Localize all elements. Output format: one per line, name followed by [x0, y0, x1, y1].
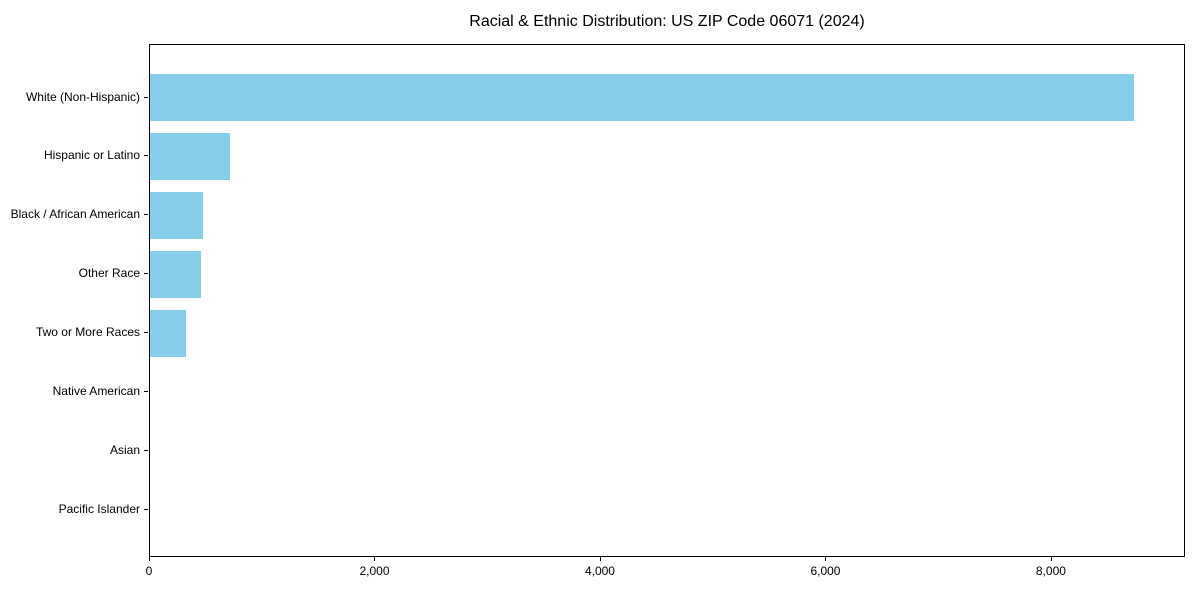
- chart-title: Racial & Ethnic Distribution: US ZIP Cod…: [469, 13, 865, 30]
- y-tick-mark: [144, 508, 148, 510]
- plot-area: [149, 44, 1185, 557]
- y-tick-label-hispanic-or-latino: Hispanic or Latino: [43, 148, 140, 163]
- bar-black-african-american: [150, 191, 203, 239]
- x-tick-mark: [149, 557, 150, 561]
- bar-hispanic-or-latino: [150, 132, 230, 180]
- y-tick-label-black-african-american: Black / African American: [10, 207, 140, 222]
- y-tick-mark: [144, 96, 148, 98]
- y-tick-label-asian: Asian: [109, 442, 140, 457]
- bar-two-or-more-races: [150, 309, 186, 357]
- y-tick-mark: [144, 332, 148, 334]
- x-tick-mark: [374, 557, 376, 561]
- y-tick-mark: [144, 391, 148, 392]
- y-tick-mark: [144, 273, 148, 275]
- x-tick-label-0: 0: [145, 564, 153, 578]
- y-tick-mark: [144, 155, 148, 157]
- x-tick-label-6-000: 6,000: [810, 564, 841, 578]
- y-tick-label-native-american: Native American: [52, 384, 140, 398]
- y-tick-mark: [144, 214, 148, 216]
- x-tick-label-4-000: 4,000: [584, 564, 615, 578]
- x-tick-label-8-000: 8,000: [1035, 564, 1066, 578]
- y-tick-label-pacific-islander: Pacific Islander: [58, 501, 140, 516]
- bar-other-race: [150, 250, 201, 298]
- y-tick-mark: [144, 449, 148, 451]
- x-tick-label-2-000: 2,000: [359, 564, 390, 578]
- y-tick-label-white-non-hispanic: White (Non-Hispanic): [25, 89, 140, 104]
- x-tick-mark: [599, 557, 601, 561]
- x-tick-mark: [825, 557, 827, 561]
- y-tick-label-two-or-more-races: Two or More Races: [35, 325, 140, 340]
- x-tick-mark: [1050, 557, 1052, 561]
- bar-white-non-hispanic: [150, 74, 1135, 121]
- y-tick-label-other-race: Other Race: [78, 266, 140, 281]
